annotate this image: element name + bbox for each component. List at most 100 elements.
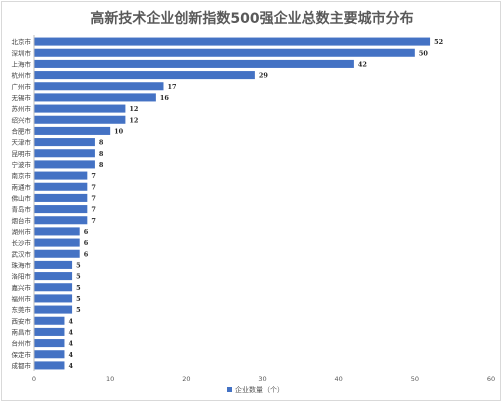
category-label: 昆明市 — [12, 149, 32, 158]
data-label: 7 — [91, 194, 96, 202]
data-label: 7 — [91, 172, 96, 180]
category-label: 保定市 — [12, 350, 32, 359]
category-label: 宁波市 — [12, 160, 32, 169]
data-label: 6 — [84, 239, 89, 247]
x-tick-label: 10 — [106, 375, 114, 383]
bar — [34, 238, 80, 247]
x-tick-label: 50 — [411, 375, 419, 383]
bar — [34, 71, 255, 80]
data-label: 8 — [99, 139, 104, 147]
x-axis: 0 10 20 30 40 50 60 — [32, 35, 495, 383]
data-label: 12 — [129, 105, 138, 113]
category-label: 合肥市 — [12, 126, 32, 135]
category-label: 广州市 — [12, 82, 32, 91]
category-label: 南京市 — [12, 171, 32, 180]
bar — [34, 272, 73, 281]
bar — [34, 48, 415, 57]
data-label: 5 — [76, 284, 81, 292]
x-tick-label: 60 — [487, 375, 495, 383]
data-label: 4 — [68, 351, 73, 359]
category-label: 洛阳市 — [12, 272, 32, 281]
data-label: 4 — [68, 317, 73, 325]
data-label: 4 — [68, 362, 73, 370]
bar — [34, 227, 80, 236]
bar — [34, 37, 431, 46]
bar — [34, 115, 126, 124]
data-label: 7 — [91, 206, 96, 214]
legend: 企业数量（个） — [227, 385, 284, 394]
bar — [34, 260, 73, 269]
data-label: 29 — [259, 72, 269, 80]
bar — [34, 339, 65, 348]
bar — [34, 182, 88, 191]
category-label: 无锡市 — [12, 93, 32, 102]
bar — [34, 294, 73, 303]
bar — [34, 205, 88, 214]
category-label: 北京市 — [12, 37, 32, 46]
data-label: 16 — [160, 94, 170, 102]
bar-group — [34, 37, 431, 370]
category-label: 杭州市 — [12, 71, 32, 80]
category-label: 福州市 — [12, 294, 32, 303]
data-label: 8 — [99, 150, 104, 158]
chart-title: 高新技术企业创新指数500强企业总数主要城市分布 — [90, 10, 413, 27]
data-label: 7 — [91, 217, 96, 225]
data-label: 5 — [76, 295, 81, 303]
data-label: 12 — [129, 116, 138, 124]
bar — [34, 361, 65, 370]
data-label: 8 — [99, 161, 104, 169]
data-label: 5 — [76, 306, 81, 314]
category-label: 南通市 — [12, 182, 32, 191]
legend-label: 企业数量（个） — [235, 385, 284, 394]
category-label: 苏州市 — [12, 104, 32, 113]
data-label: 4 — [68, 328, 73, 336]
data-label: 6 — [84, 250, 89, 258]
data-label: 17 — [167, 83, 176, 91]
data-label: 5 — [76, 273, 81, 281]
data-label: 52 — [434, 38, 443, 46]
bar — [34, 138, 95, 147]
data-label: 42 — [358, 60, 367, 68]
category-label: 湖州市 — [12, 227, 32, 236]
category-label: 嘉兴市 — [12, 283, 32, 292]
category-label: 东莞市 — [12, 305, 32, 314]
bar — [34, 126, 111, 135]
data-label: 5 — [76, 261, 81, 269]
bar — [34, 350, 65, 359]
data-label: 6 — [84, 228, 89, 236]
x-tick-label: 20 — [182, 375, 190, 383]
category-label: 烟台市 — [12, 216, 32, 225]
bar — [34, 59, 354, 68]
category-label: 天津市 — [12, 138, 32, 147]
data-label: 7 — [91, 183, 96, 191]
category-label: 绍兴市 — [12, 115, 32, 124]
category-label: 长沙市 — [12, 238, 32, 247]
x-tick-label: 0 — [32, 375, 36, 383]
category-label: 上海市 — [12, 59, 32, 68]
legend-swatch — [227, 387, 232, 392]
category-label: 青岛市 — [12, 205, 32, 214]
bar — [34, 283, 73, 292]
bar — [34, 327, 65, 336]
bar — [34, 249, 80, 258]
bar — [34, 82, 164, 91]
category-label: 西安市 — [12, 316, 32, 325]
category-label: 台州市 — [12, 339, 32, 348]
category-label: 珠海市 — [12, 260, 32, 269]
bar — [34, 305, 73, 314]
category-label: 成都市 — [12, 361, 32, 370]
bar — [34, 216, 88, 225]
bar — [34, 171, 88, 180]
x-tick-label: 40 — [335, 375, 343, 383]
bar — [34, 160, 95, 169]
bar — [34, 193, 88, 202]
bar — [34, 104, 126, 113]
bar — [34, 149, 95, 158]
category-label: 南昌市 — [12, 327, 32, 336]
data-label: 50 — [419, 49, 429, 57]
data-label: 10 — [114, 127, 124, 135]
x-tick-label: 30 — [258, 375, 266, 383]
bar — [34, 316, 65, 325]
